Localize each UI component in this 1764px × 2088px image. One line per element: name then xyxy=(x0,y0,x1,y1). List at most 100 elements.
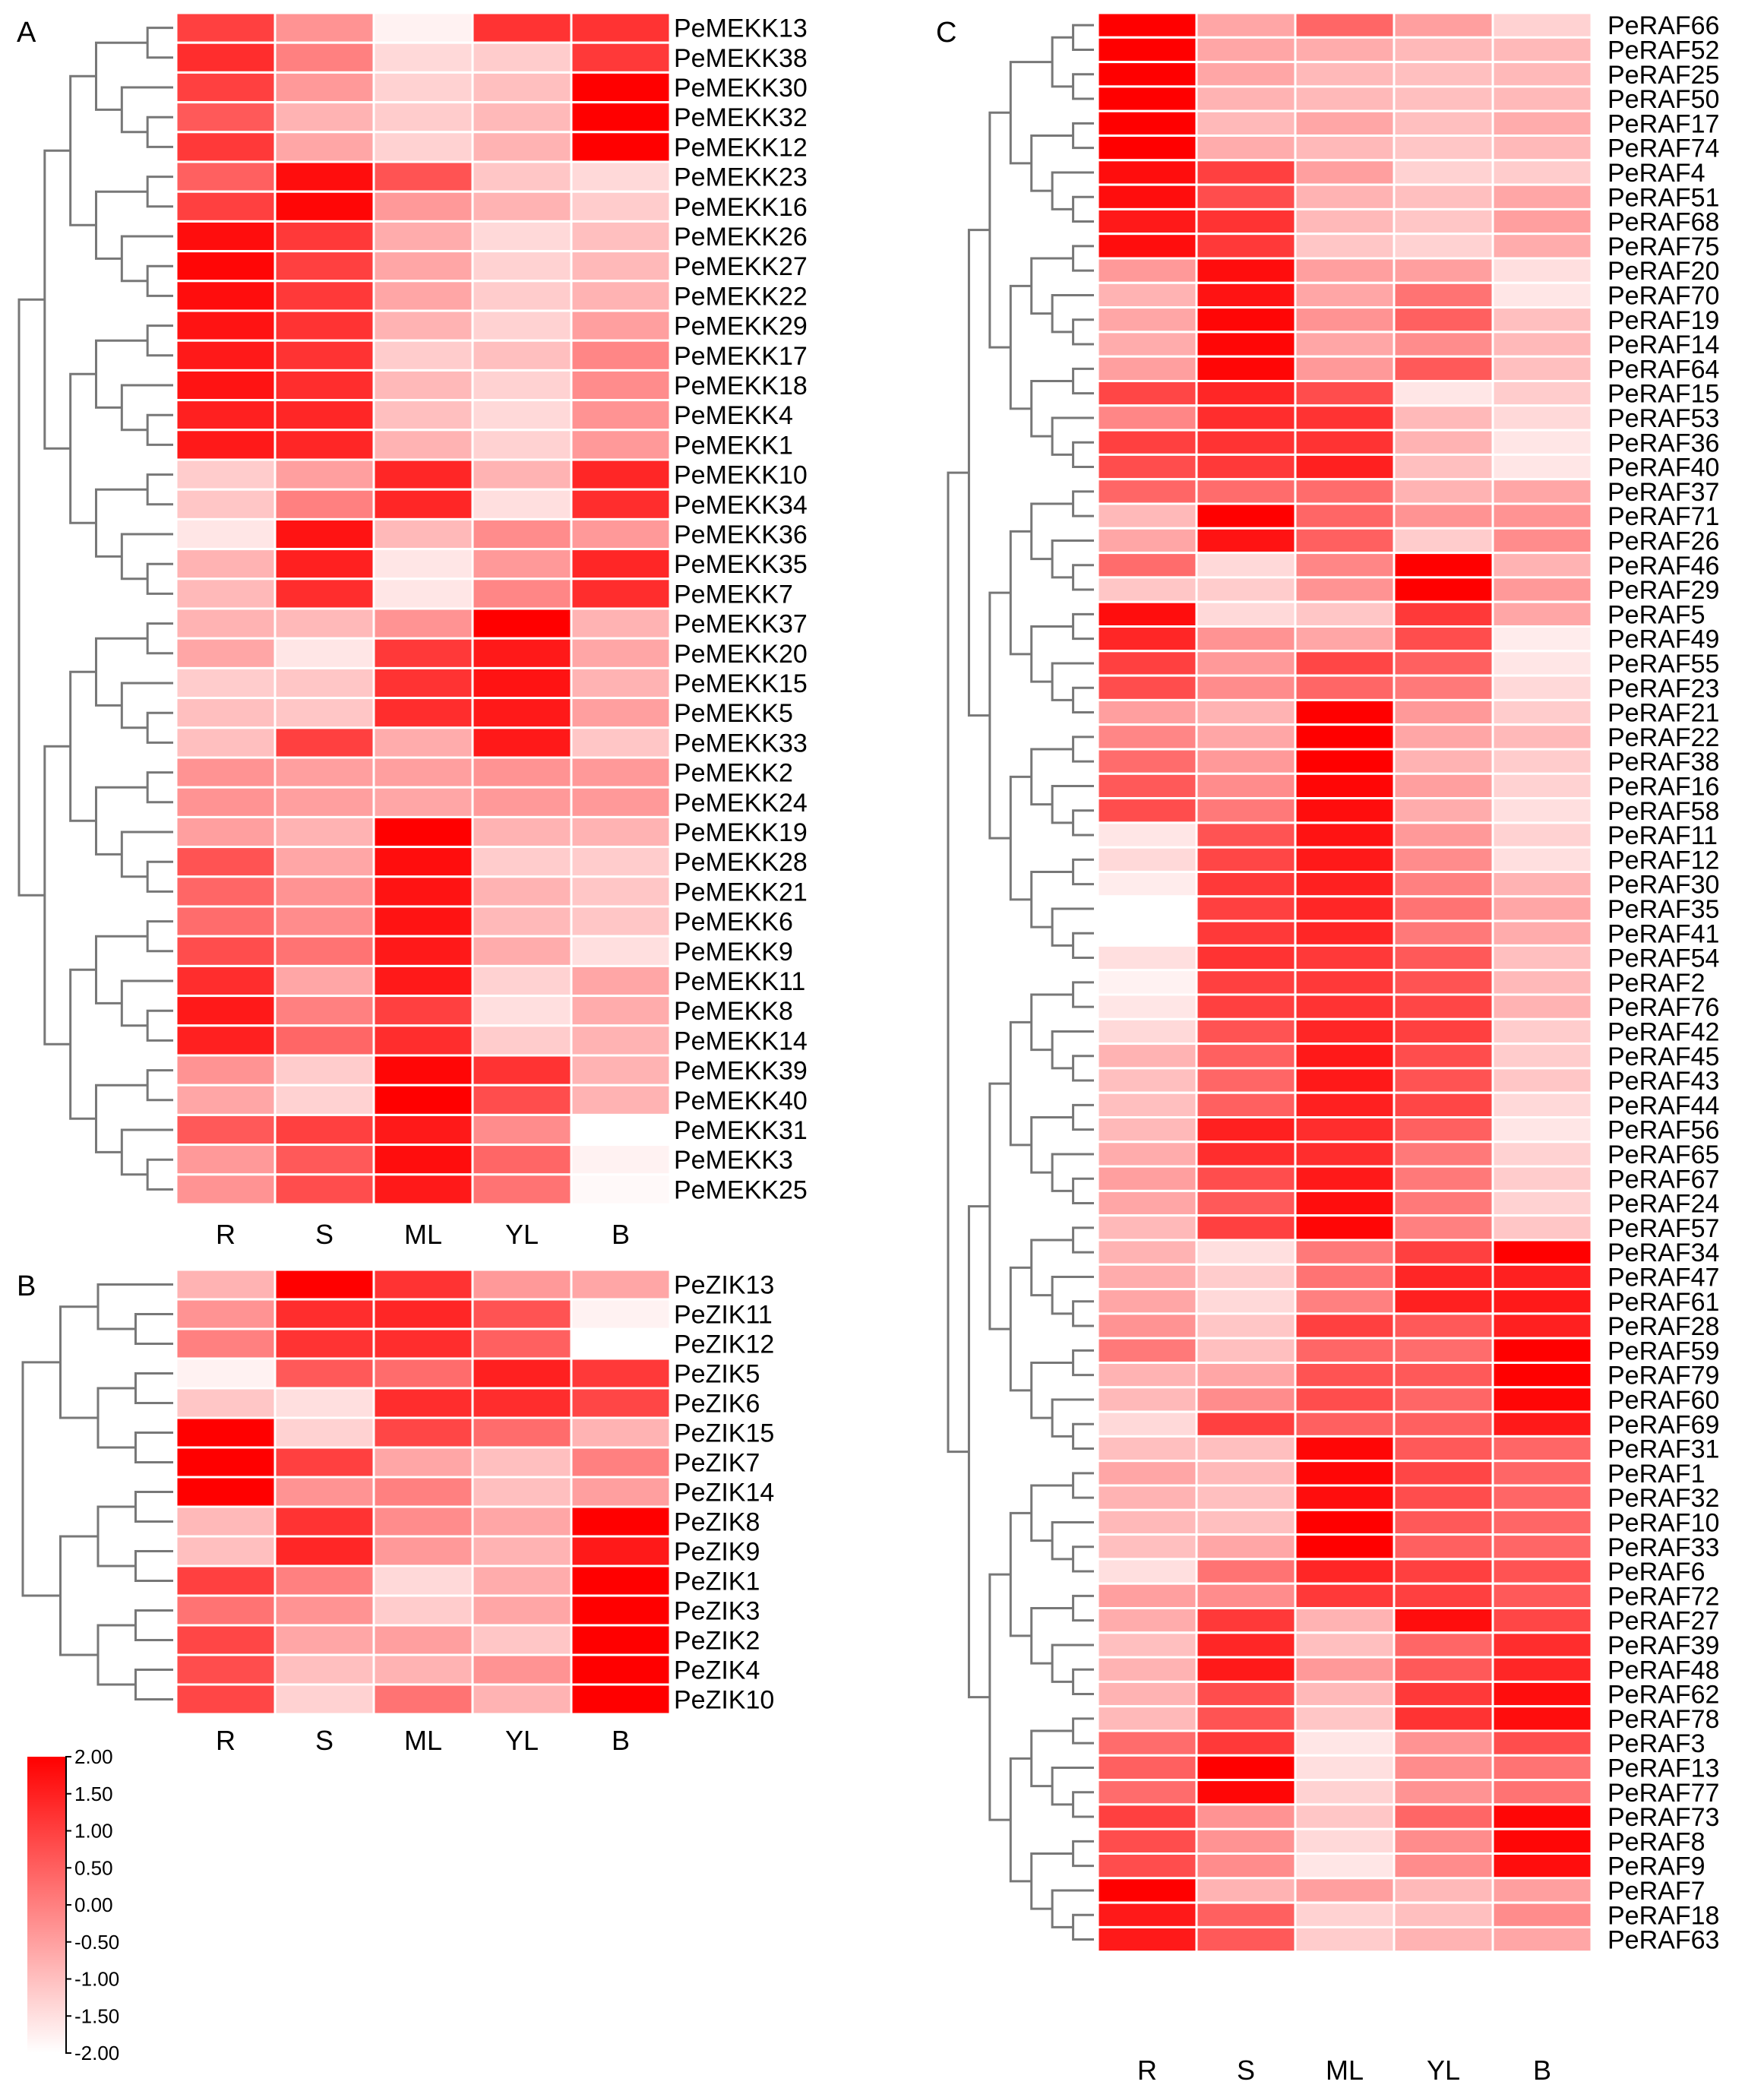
heatmap-cell xyxy=(1195,1435,1297,1463)
heatmap-cell xyxy=(273,309,375,342)
heatmap-cell xyxy=(372,309,474,342)
heatmap-cell xyxy=(273,488,375,520)
heatmap-cell xyxy=(1393,1484,1494,1511)
dendrogram-branch xyxy=(1072,932,1094,960)
heatmap-cell xyxy=(471,726,573,759)
heatmap-cell xyxy=(372,1535,474,1568)
heatmap-cell xyxy=(471,190,573,223)
heatmap-cell xyxy=(1393,1631,1494,1659)
heatmap-cell xyxy=(1393,355,1494,383)
row-label: PeMEKK5 xyxy=(674,699,793,728)
heatmap-cell xyxy=(1491,233,1593,260)
panel-c: C PeRAF66PeRAF52PeRAF25PeRAF50PeRAF17PeR… xyxy=(936,11,1719,2086)
heatmap-cell xyxy=(1195,1239,1297,1266)
heatmap-cell xyxy=(1393,257,1494,284)
heatmap-cell xyxy=(1393,625,1494,653)
dendrogram-branch xyxy=(1072,1717,1094,1745)
heatmap-cell xyxy=(1195,576,1297,603)
heatmap-cell xyxy=(273,131,375,163)
dendrogram-branch xyxy=(96,1505,136,1568)
heatmap-cell xyxy=(471,488,573,520)
heatmap-cell xyxy=(1393,871,1494,898)
row-label: PeRAF36 xyxy=(1608,429,1719,457)
heatmap-cell xyxy=(372,1024,474,1057)
heatmap-cell xyxy=(570,1446,672,1479)
heatmap-cell xyxy=(1294,257,1396,284)
row-label: PeRAF38 xyxy=(1608,748,1719,777)
heatmap-cell xyxy=(1393,1410,1494,1438)
heatmap-cell xyxy=(471,1024,573,1057)
heatmap-cell xyxy=(1294,576,1396,603)
heatmap-cell xyxy=(471,548,573,581)
dendrogram-branch xyxy=(988,1573,1011,1821)
heatmap-cell xyxy=(1393,61,1494,88)
heatmap-cell xyxy=(372,1144,474,1176)
heatmap-cell xyxy=(1491,993,1593,1020)
heatmap-cell xyxy=(1393,306,1494,334)
heatmap-cell xyxy=(1195,1754,1297,1782)
heatmap-cell xyxy=(1195,1877,1297,1904)
heatmap-cell xyxy=(1491,1852,1593,1880)
heatmap-cell xyxy=(1393,846,1494,873)
dendrogram-branch xyxy=(1072,245,1094,272)
heatmap-cell xyxy=(273,548,375,581)
heatmap-cell xyxy=(1294,1827,1396,1855)
heatmap-cell xyxy=(1096,674,1198,701)
heatmap-cell xyxy=(372,429,474,461)
heatmap-cell xyxy=(1195,1558,1297,1585)
heatmap-cell xyxy=(1491,1067,1593,1094)
heatmap-cell xyxy=(273,1535,375,1568)
column-label: S xyxy=(315,1725,334,1756)
heatmap-cell xyxy=(1294,1386,1396,1413)
heatmap-cell xyxy=(1294,1410,1396,1438)
dendrogram-branch xyxy=(146,264,173,297)
dendrogram-branch xyxy=(1072,24,1094,51)
heatmap-cell xyxy=(1294,969,1396,996)
heatmap-cell xyxy=(1195,1067,1297,1094)
heatmap-cell xyxy=(1491,1165,1593,1192)
heatmap-cell xyxy=(570,786,672,818)
heatmap-cell xyxy=(1393,1435,1494,1463)
heatmap-cell xyxy=(1195,969,1297,996)
heatmap-cell xyxy=(1096,1680,1198,1708)
heatmap-cell xyxy=(1195,257,1297,284)
row-label: PeRAF6 xyxy=(1608,1558,1706,1587)
heatmap-cell xyxy=(471,11,573,44)
row-label: PeRAF27 xyxy=(1608,1607,1719,1636)
row-label: PeMEKK32 xyxy=(674,103,808,132)
heatmap-cell xyxy=(175,458,277,491)
heatmap-cell xyxy=(1393,527,1494,555)
heatmap-cell xyxy=(1294,600,1396,628)
heatmap-cell xyxy=(372,160,474,193)
heatmap-cell xyxy=(1096,36,1198,64)
heatmap-cell xyxy=(1491,797,1593,824)
heatmap-cell xyxy=(1491,453,1593,481)
heatmap-cell xyxy=(1491,919,1593,947)
heatmap-cell xyxy=(372,71,474,104)
heatmap-cell xyxy=(1491,650,1593,677)
heatmap-cell xyxy=(570,1024,672,1057)
heatmap-cell xyxy=(372,1054,474,1087)
row-label: PeMEKK35 xyxy=(674,550,808,579)
heatmap-cell xyxy=(570,250,672,283)
heatmap-cell xyxy=(1294,846,1396,873)
row-label: PeRAF14 xyxy=(1608,331,1719,359)
heatmap-cell xyxy=(1393,1460,1494,1487)
heatmap-cell xyxy=(1096,1165,1198,1192)
heatmap-cell xyxy=(1096,1852,1198,1880)
heatmap-cell xyxy=(273,160,375,193)
heatmap-cell xyxy=(1491,552,1593,579)
heatmap-cell xyxy=(1096,969,1198,996)
heatmap-cell xyxy=(1393,1680,1494,1708)
heatmap-cell xyxy=(1393,1803,1494,1830)
heatmap-cell xyxy=(1491,159,1593,186)
heatmap-cell xyxy=(1294,723,1396,751)
heatmap-cell xyxy=(1294,1165,1396,1192)
dendrogram-branch xyxy=(69,968,96,1120)
heatmap-cell xyxy=(1195,797,1297,824)
heatmap-cell xyxy=(1096,134,1198,162)
row-label: PeRAF71 xyxy=(1608,502,1719,531)
heatmap-cell xyxy=(570,1416,672,1449)
heatmap-cell xyxy=(175,101,277,134)
dendrogram-branch xyxy=(1072,1668,1094,1696)
